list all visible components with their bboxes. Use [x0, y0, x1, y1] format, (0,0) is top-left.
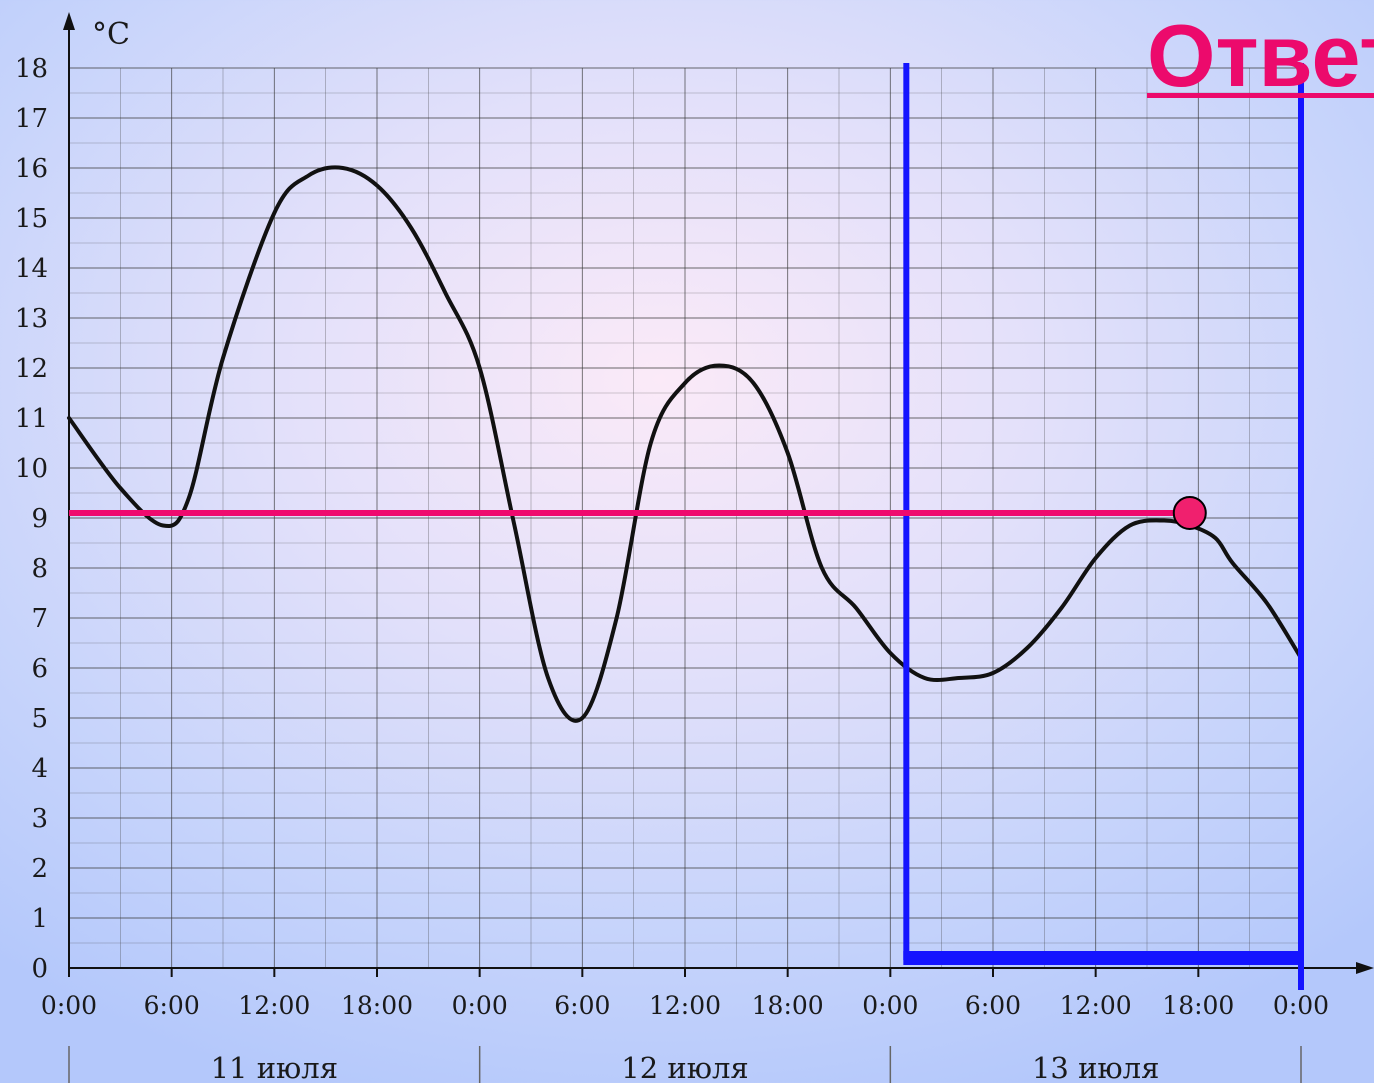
y-tick-label: 1	[31, 904, 48, 934]
chart-grid	[69, 67, 1302, 968]
y-tick-label: 8	[31, 554, 48, 584]
y-tick-label: 6	[31, 654, 48, 684]
interval-bracket	[903, 63, 1304, 990]
x-tick-label: 0:00	[41, 991, 97, 1020]
x-tick-label: 6:00	[965, 991, 1021, 1020]
x-tick-label: 6:00	[554, 991, 610, 1020]
y-tick-label: 11	[15, 404, 48, 434]
x-tick-label: 0:00	[862, 991, 918, 1020]
x-tick-label: 12:00	[1060, 991, 1132, 1020]
x-tick-label: 18:00	[341, 991, 413, 1020]
day-labels: 11 июля 12 июля 13 июля	[68, 1046, 1302, 1083]
y-tick-label: 0	[31, 954, 48, 984]
x-tick-label: 0:00	[452, 991, 508, 1020]
y-tick-label: 15	[15, 204, 48, 234]
temperature-curve	[67, 165, 1303, 723]
y-tick-label: 4	[31, 754, 48, 784]
y-tick-label: 16	[15, 154, 48, 184]
x-tick-label: 18:00	[752, 991, 824, 1020]
answer-label: Ответ	[1147, 6, 1374, 105]
y-tick-label: 7	[31, 604, 48, 634]
day-label: 11 июля	[211, 1051, 338, 1083]
y-tick-label: 10	[15, 454, 48, 484]
day-label: 13 июля	[1032, 1051, 1159, 1083]
x-tick-label: 18:00	[1162, 991, 1234, 1020]
x-tick-label: 6:00	[144, 991, 200, 1020]
intersection-marker	[1172, 496, 1207, 530]
y-tick-label: 9	[31, 504, 48, 534]
x-tick-label: 12:00	[649, 991, 721, 1020]
y-tick-label: 2	[31, 854, 48, 884]
y-tick-label: 3	[31, 804, 48, 834]
y-tick-label: 17	[15, 104, 48, 134]
y-axis-unit-label: °C	[92, 17, 130, 52]
y-tick-label: 14	[15, 254, 48, 284]
chart-axes	[63, 12, 1374, 977]
y-tick-label: 12	[15, 354, 48, 384]
y-axis-arrow	[63, 12, 75, 30]
x-tick-label: 12:00	[238, 991, 310, 1020]
y-tick-label: 5	[31, 704, 48, 734]
x-axis-ticks: 0:00 6:00 12:00 18:00 0:00 6:00 12:00 18:00 0:00…	[41, 991, 1329, 1020]
y-tick-label: 18	[15, 54, 48, 84]
y-tick-label: 13	[15, 304, 48, 334]
x-axis-arrow	[1356, 962, 1374, 974]
day-label: 12 июля	[621, 1051, 748, 1083]
x-tick-label: 0:00	[1273, 991, 1329, 1020]
